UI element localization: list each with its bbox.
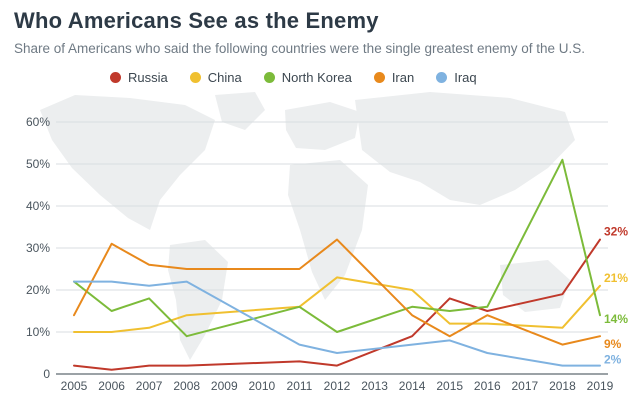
y-tick-label-50: 50% [26, 157, 50, 171]
end-label-iraq: 2% [604, 353, 622, 367]
map-australia [500, 260, 570, 312]
x-tick-label-2006: 2006 [98, 379, 125, 393]
end-label-russia: 32% [604, 225, 628, 239]
y-tick-label-10: 10% [26, 325, 50, 339]
end-label-china: 21% [604, 271, 628, 285]
x-tick-label-2016: 2016 [474, 379, 501, 393]
x-tick-label-2005: 2005 [61, 379, 88, 393]
x-tick-label-2011: 2011 [287, 379, 313, 393]
x-tick-label-2012: 2012 [324, 379, 351, 393]
map-north-america [40, 95, 215, 230]
y-tick-label-60: 60% [26, 115, 50, 129]
legend-swatch-china [189, 72, 201, 83]
axes: 0 10% 20% 30% 40% 50% 60% 2005 2006 2007 2008 2009 2… [26, 115, 614, 393]
end-label-north-korea: 14% [604, 312, 628, 326]
x-tick-label-2018: 2018 [549, 379, 576, 393]
x-tick-label-2009: 2009 [211, 379, 238, 393]
legend-item-iraq: Iraq [436, 70, 477, 85]
grid [56, 121, 608, 375]
legend-label-iraq: Iraq [454, 70, 477, 85]
legend-item-north-korea: North Korea [263, 70, 352, 85]
x-tick-label-2013: 2013 [361, 379, 388, 393]
legend-item-china: China [189, 70, 242, 85]
legend: Russia China North Korea Iran Iraq [110, 70, 477, 85]
map-asia [355, 92, 575, 205]
x-tick-label-2019: 2019 [587, 379, 614, 393]
chart-subtitle: Share of Americans who said the followin… [14, 41, 586, 56]
x-tick-label-2007: 2007 [136, 379, 163, 393]
x-tick-label-2014: 2014 [399, 379, 426, 393]
legend-item-russia: Russia [110, 70, 168, 85]
legend-swatch-iran [373, 72, 385, 83]
legend-label-iran: Iran [391, 70, 415, 85]
legend-item-iran: Iran [373, 70, 415, 85]
chart-title: Who Americans See as the Enemy [14, 8, 379, 33]
map-africa [288, 160, 368, 300]
end-labels: 32% 21% 14% 9% 2% [604, 225, 628, 367]
legend-label-china: China [207, 70, 242, 85]
legend-swatch-north-korea [263, 72, 275, 83]
legend-swatch-russia [110, 72, 121, 83]
y-tick-label-30: 30% [26, 241, 50, 255]
legend-label-russia: Russia [128, 70, 168, 85]
y-tick-label-20: 20% [26, 283, 50, 297]
y-tick-label-0: 0 [43, 367, 50, 381]
x-tick-label-2017: 2017 [512, 379, 539, 393]
x-tick-label-2015: 2015 [436, 379, 463, 393]
map-europe [285, 102, 360, 150]
x-tick-label-2008: 2008 [173, 379, 200, 393]
world-map-background [40, 92, 575, 360]
end-label-iran: 9% [604, 337, 622, 351]
legend-label-north-korea: North Korea [281, 70, 352, 85]
y-tick-label-40: 40% [26, 199, 50, 213]
x-tick-label-2010: 2010 [249, 379, 276, 393]
legend-swatch-iraq [436, 72, 448, 83]
series [73, 158, 601, 371]
map-greenland [215, 92, 265, 130]
